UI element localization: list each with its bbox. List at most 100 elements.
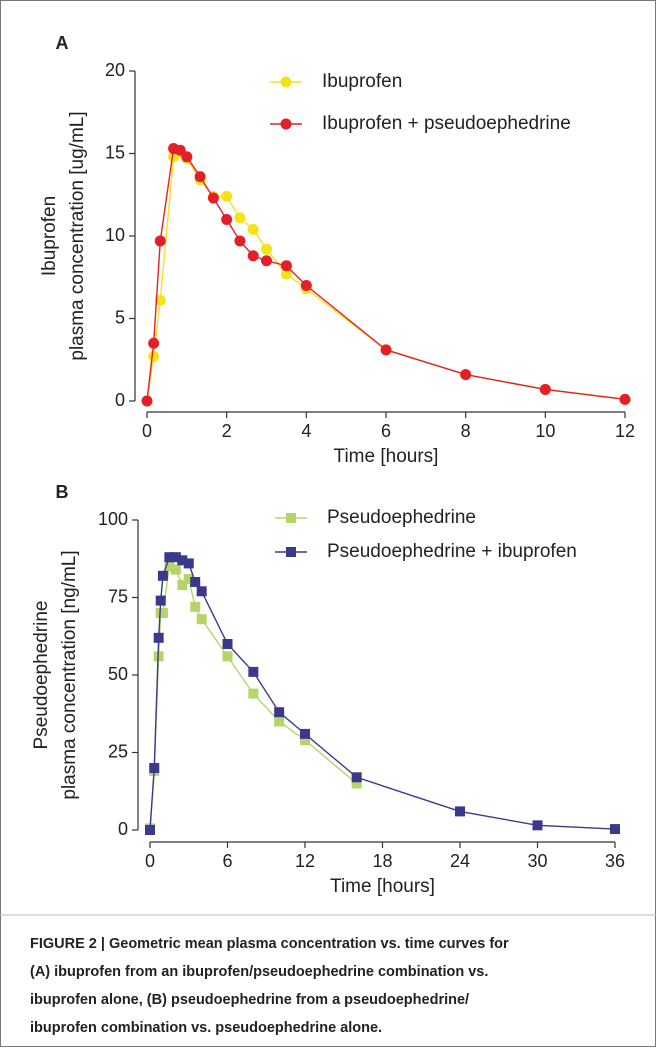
legend-label: Ibuprofen + pseudoephedrine: [322, 113, 571, 134]
x-tick-label: 6: [222, 851, 232, 871]
x-axis-title: Time [hours]: [330, 876, 435, 897]
data-point: [190, 577, 201, 587]
y-tick-label: 25: [108, 741, 128, 761]
data-point: [153, 632, 164, 643]
y-tick-label: 0: [118, 819, 128, 839]
legend-label: Pseudoephedrine: [327, 507, 476, 528]
y-tick-label: 5: [115, 307, 125, 327]
y-tick-label: 50: [108, 664, 128, 684]
data-point: [154, 235, 166, 247]
y-tick-label: 75: [108, 586, 128, 606]
data-point: [619, 393, 631, 405]
x-tick-label: 36: [605, 851, 625, 871]
data-point: [154, 294, 166, 306]
data-point: [455, 806, 465, 817]
x-tick-label: 10: [535, 421, 555, 441]
data-point: [300, 728, 310, 739]
data-point: [190, 601, 201, 612]
x-tick-label: 2: [222, 421, 232, 441]
data-point: [177, 580, 188, 591]
data-point: [221, 190, 233, 202]
series-line: [146, 147, 626, 402]
legend-label: Ibuprofen: [322, 71, 402, 92]
legend-label: Pseudoephedrine + ibuprofen: [327, 541, 577, 562]
data-point: [141, 395, 153, 407]
data-point: [300, 735, 310, 746]
x-tick-label: 30: [527, 851, 547, 871]
y-tick-label: 10: [105, 225, 125, 245]
data-point: [221, 214, 233, 225]
x-tick-label: 6: [381, 421, 391, 441]
data-point: [460, 369, 472, 381]
data-point: [234, 235, 246, 247]
data-point: [181, 151, 193, 163]
data-point: [351, 772, 362, 783]
data-point: [149, 763, 160, 773]
caption-line: ibuprofen combination vs. pseudoephedrin…: [30, 1020, 382, 1036]
x-axis-title: Time [hours]: [334, 446, 439, 467]
data-point: [380, 344, 392, 356]
y-axis-title: Pseudoephedrine: [31, 601, 52, 750]
y-axis-title: plasma concentration [ng/mL]: [59, 550, 80, 799]
legend-marker: [280, 76, 292, 88]
x-tick-label: 24: [450, 851, 470, 871]
panel-label: B: [56, 482, 69, 502]
x-tick-label: 8: [461, 421, 471, 441]
data-point: [300, 280, 312, 291]
x-tick-label: 0: [142, 421, 152, 441]
data-point: [157, 608, 168, 618]
data-point: [170, 552, 181, 563]
data-point: [164, 561, 175, 572]
data-point: [170, 564, 181, 575]
data-point: [261, 243, 272, 255]
data-point: [248, 688, 259, 699]
y-axis-title: plasma concentration [ug/mL]: [67, 111, 88, 360]
caption-line: FIGURE 2 | Geometric mean plasma concent…: [30, 936, 509, 952]
y-tick-label: 100: [98, 509, 128, 529]
y-tick-label: 20: [105, 60, 125, 80]
data-point: [222, 651, 233, 662]
data-point: [532, 820, 543, 831]
data-point: [183, 573, 194, 584]
data-point: [248, 666, 259, 677]
caption-line: ibuprofen alone, (B) pseudoephedrine fro…: [30, 992, 469, 1008]
data-point: [351, 778, 362, 789]
data-point: [196, 586, 207, 597]
data-point: [183, 558, 194, 569]
data-point: [177, 555, 188, 566]
legend-marker: [286, 547, 296, 557]
data-point: [222, 639, 233, 649]
data-point: [148, 350, 160, 362]
data-point: [274, 707, 285, 718]
data-point: [247, 223, 259, 235]
panel-label: A: [56, 33, 69, 53]
y-tick-label: 0: [115, 390, 125, 410]
x-tick-label: 12: [615, 421, 635, 441]
data-point: [145, 825, 155, 835]
data-point: [157, 570, 168, 581]
x-tick-label: 12: [295, 851, 315, 871]
data-point: [207, 192, 219, 204]
data-point: [610, 824, 620, 835]
data-point: [280, 268, 292, 280]
data-point: [261, 255, 272, 267]
x-tick-label: 18: [372, 851, 392, 871]
data-point: [234, 212, 246, 224]
data-point: [148, 337, 160, 349]
data-point: [274, 716, 285, 727]
data-point: [196, 614, 207, 625]
y-tick-label: 15: [105, 142, 125, 162]
data-point: [194, 171, 206, 183]
legend-marker: [280, 118, 292, 130]
data-point: [155, 595, 166, 606]
data-point: [539, 383, 551, 395]
data-point: [280, 260, 292, 272]
x-tick-label: 0: [145, 851, 155, 871]
legend-marker: [286, 513, 296, 523]
y-axis-title: Ibuprofen: [39, 196, 60, 276]
data-point: [247, 250, 259, 262]
caption-line: (A) ibuprofen from an ibuprofen/pseudoep…: [30, 964, 488, 980]
